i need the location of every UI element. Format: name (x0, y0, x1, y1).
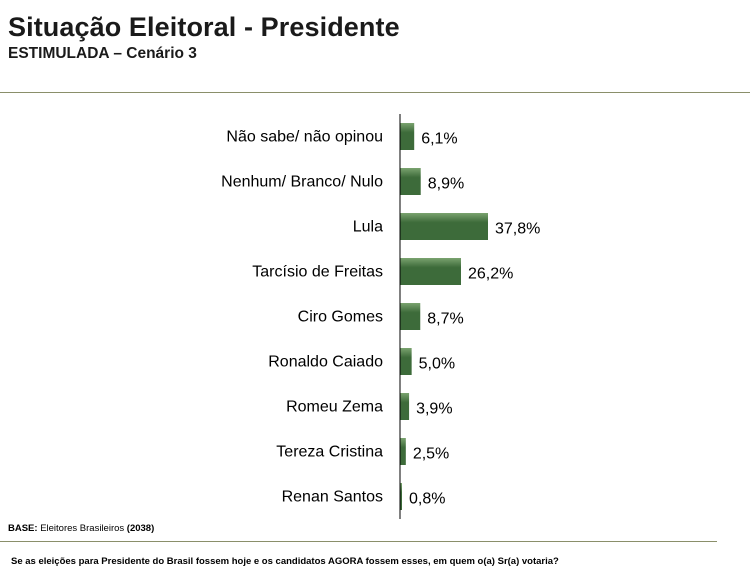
category-label: Lula (353, 219, 383, 236)
page-title: Situação Eleitoral - Presidente (8, 12, 400, 42)
bar (400, 303, 421, 330)
bar (400, 213, 488, 240)
base-label: BASE: (8, 523, 38, 534)
bars-layer: Não sabe/ não opinou 6,1% Nenhum/ Branco/ … (221, 123, 540, 510)
base-note: BASE: Eleitores Brasileiros (2038) (8, 523, 154, 534)
survey-question: Se as eleições para Presidente do Brasil… (11, 556, 559, 567)
data-label: 37,8% (495, 221, 540, 238)
category-label: Nenhum/ Branco/ Nulo (221, 174, 383, 191)
category-label: Renan Santos (282, 489, 383, 506)
bar (400, 258, 461, 285)
category-label: Tarcísio de Freitas (252, 264, 383, 281)
category-label: Ronaldo Caiado (268, 354, 383, 371)
page-subtitle: ESTIMULADA – Cenário 3 (8, 45, 197, 62)
data-label: 26,2% (468, 266, 513, 283)
bar (400, 393, 410, 420)
category-label: Tereza Cristina (276, 444, 383, 461)
category-label: Romeu Zema (286, 399, 383, 416)
bar (400, 438, 406, 465)
base-count: (2038) (126, 523, 155, 534)
data-label: 0,8% (409, 491, 445, 508)
footer-divider (0, 541, 717, 542)
header-divider (0, 92, 750, 93)
bar (400, 483, 402, 510)
data-label: 8,9% (428, 176, 464, 193)
category-label: Não sabe/ não opinou (226, 129, 383, 146)
bar (400, 123, 415, 150)
base-text: Eleitores Brasileiros (40, 523, 125, 534)
data-label: 2,5% (413, 446, 449, 463)
data-label: 5,0% (419, 356, 455, 373)
data-label: 6,1% (421, 131, 457, 148)
bar (400, 348, 412, 375)
bar (400, 168, 421, 195)
data-label: 3,9% (416, 401, 452, 418)
data-label: 8,7% (427, 311, 463, 328)
category-label: Ciro Gomes (298, 309, 383, 326)
bar-chart: Não sabe/ não opinou 6,1% Nenhum/ Branco/ … (221, 114, 540, 519)
